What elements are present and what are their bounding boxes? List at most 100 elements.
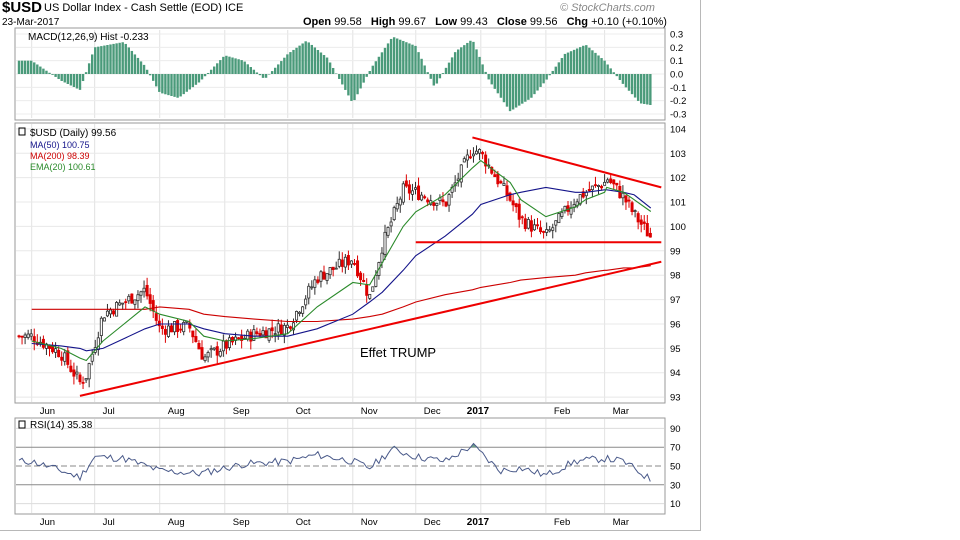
candle-body [118, 302, 122, 306]
candle-body [560, 211, 564, 217]
macd-bar [362, 74, 365, 83]
macd-bar [200, 74, 204, 80]
rsi-legend-icon [18, 420, 26, 429]
macd-bar [594, 52, 597, 74]
macd-bar [606, 64, 609, 74]
high-value: 99.67 [398, 16, 426, 28]
candle-body [319, 271, 323, 282]
trendlines [79, 136, 662, 397]
rsi-tick-label: 70 [670, 443, 681, 454]
candle-body [633, 210, 637, 213]
candle-body [17, 335, 21, 338]
macd-bar [91, 54, 94, 74]
macd-bar [341, 74, 344, 85]
macd-bar [633, 74, 637, 98]
macd-bar [20, 60, 24, 74]
candle-body [545, 229, 549, 233]
macd-bar [100, 46, 103, 74]
macd-bar [115, 43, 118, 74]
macd-bar [539, 74, 542, 87]
candle-body [258, 333, 262, 337]
price-tick-label: 98 [670, 271, 681, 282]
rsi-tick-label: 50 [670, 462, 681, 473]
macd-bar [591, 50, 594, 74]
macd-bar [530, 74, 533, 98]
candle-body [456, 178, 460, 181]
macd-bar [579, 47, 582, 74]
candle-body [468, 156, 472, 159]
candle-body [597, 185, 601, 187]
rsi-gridlines [16, 419, 664, 513]
price-axis: 104 103 102 101 100 99 98 97 96 95 94 93 [670, 124, 686, 403]
candle-body [349, 260, 353, 265]
macd-tick-label: -0.3 [670, 110, 686, 121]
macd-bar [566, 52, 570, 74]
macd-bar [560, 58, 564, 74]
x-tick-label: Sep [233, 517, 250, 528]
candle-body [191, 330, 195, 338]
candle-body [227, 337, 231, 348]
candle-body [105, 310, 109, 317]
candle-body [346, 255, 350, 266]
macd-bar [176, 74, 179, 98]
x-tick-label: Dec [424, 517, 441, 528]
macd-bar [438, 74, 442, 79]
macd-bar [270, 71, 274, 74]
price-tick-label: 97 [670, 295, 681, 306]
macd-bar [493, 74, 496, 89]
macd-bar [106, 45, 109, 74]
macd-bar [228, 56, 231, 74]
candle-body [593, 184, 597, 187]
macd-bar [487, 74, 490, 80]
macd-tick-label: 0.1 [670, 56, 683, 67]
price-tick-label: 96 [670, 319, 681, 330]
candle-body [237, 337, 241, 340]
candle-body [57, 349, 61, 358]
macd-bar [536, 74, 539, 91]
macd-bar [386, 43, 390, 74]
macd-bar [636, 74, 640, 101]
candle-body [75, 371, 79, 375]
candle-body [130, 293, 134, 304]
candle-body [154, 313, 158, 321]
macd-bar [185, 74, 188, 92]
candle-body [401, 183, 405, 203]
macd-bar [457, 49, 460, 74]
macd-bar [432, 74, 435, 86]
macd-bar [249, 67, 252, 74]
macd-bar [66, 74, 69, 84]
candle-body [639, 219, 643, 225]
candle-body [96, 337, 100, 351]
macd-bar [206, 72, 210, 74]
macd-bar [222, 56, 225, 74]
macd-bar [582, 45, 585, 74]
candle-body [182, 322, 186, 333]
candle-body [224, 340, 228, 349]
macd-bar [603, 60, 606, 74]
macd-bar [264, 74, 268, 78]
macd-bar [347, 74, 350, 96]
candle-body [557, 213, 561, 224]
macd-bar [450, 57, 454, 74]
candle-body [276, 323, 280, 333]
macd-bar [167, 74, 170, 96]
candle-body [252, 329, 256, 341]
candle-body [87, 363, 91, 380]
macd-bar [426, 72, 429, 74]
macd-bar [359, 74, 362, 89]
macd-bar [524, 74, 527, 102]
candle-body [301, 306, 305, 314]
macd-tick-label: 0.3 [670, 30, 683, 41]
macd-bar [618, 74, 622, 81]
ema20-legend: EMA(20) 100.61 [30, 162, 96, 172]
chart-date: 23-Mar-2017 [2, 17, 60, 28]
macd-bar [39, 66, 42, 74]
macd-tick-label: 0.2 [670, 43, 683, 54]
macd-bar [420, 58, 423, 74]
price-tick-label: 102 [670, 173, 686, 184]
macd-bar [48, 72, 51, 74]
macd-bar [463, 45, 466, 74]
x-tick-label: 2017 [467, 517, 490, 528]
macd-bar [51, 74, 54, 75]
candle-body [313, 279, 317, 288]
